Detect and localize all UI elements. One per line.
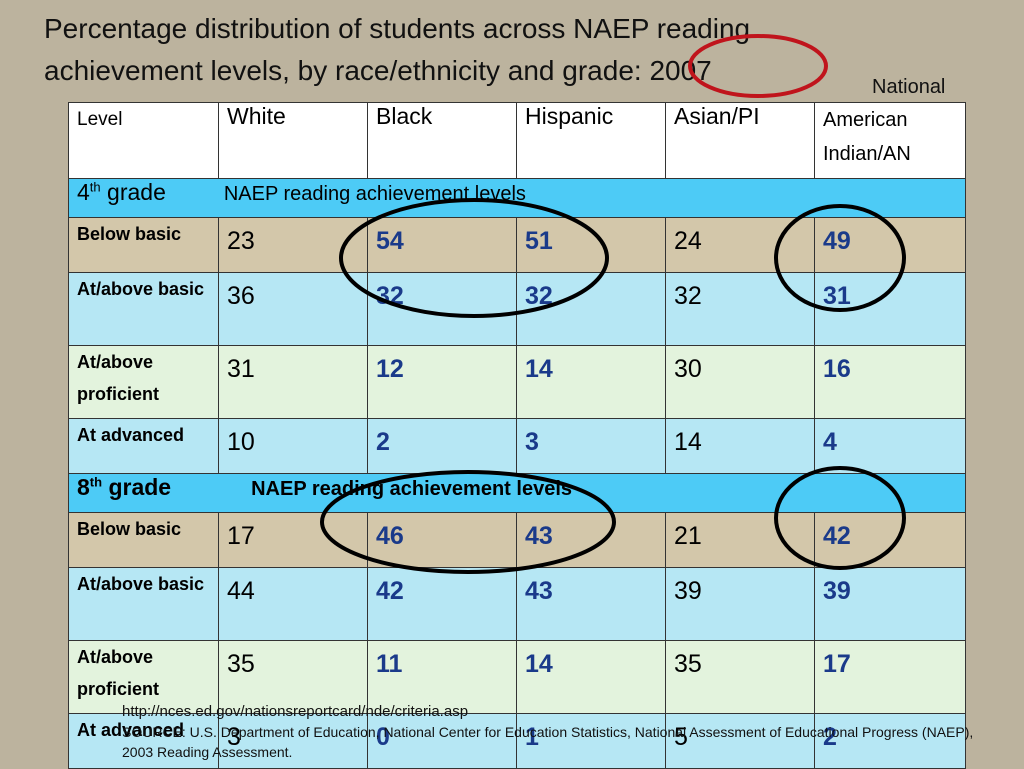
national-label: National bbox=[872, 76, 946, 98]
grade8-cell-hispanic: 43 bbox=[516, 567, 666, 641]
footer: http://nces.ed.gov/nationsreportcard/nde… bbox=[122, 702, 982, 762]
level-label: At/above proficient bbox=[68, 345, 219, 419]
grade8-row-2: At/above proficient 35 11 14 35 17 bbox=[68, 640, 966, 714]
grade8-label: 8th grade bbox=[77, 474, 172, 501]
header-row: Level White Black Hispanic Asian/PI Amer… bbox=[68, 102, 966, 179]
grade4-cell-black: 54 bbox=[367, 217, 517, 273]
grade8-heading: 8th grade NAEP reading achievement levels bbox=[68, 473, 966, 513]
grade8-cell-black: 46 bbox=[367, 512, 517, 568]
grade8-row: 8th grade NAEP reading achievement levels bbox=[68, 473, 966, 513]
level-label: Below basic bbox=[68, 217, 219, 273]
grade4-cell-asian-pi: 30 bbox=[665, 345, 815, 419]
level-label: At/above basic bbox=[68, 567, 219, 641]
grade8-cell-hispanic: 14 bbox=[516, 640, 666, 714]
level-label: At advanced bbox=[68, 713, 219, 769]
grade8-sublabel: NAEP reading achievement levels bbox=[251, 478, 572, 500]
header-level: Level bbox=[68, 102, 219, 179]
header-ai-line-1: American bbox=[823, 109, 908, 131]
level-label: At/above proficient bbox=[68, 640, 219, 714]
grade4-cell-white: 36 bbox=[218, 272, 368, 346]
grade4-cell-white: 23 bbox=[218, 217, 368, 273]
grade4-row-2: At/above proficient 31 12 14 30 16 bbox=[68, 345, 966, 419]
grade8-cell-white: 35 bbox=[218, 640, 368, 714]
grade8-cell-american-indian: 42 bbox=[814, 512, 966, 568]
grade4-cell-american-indian: 16 bbox=[814, 345, 966, 419]
grade4-cell-black: 32 bbox=[367, 272, 517, 346]
level-label: At advanced bbox=[68, 418, 219, 474]
header-ai-line-2: Indian/AN bbox=[823, 143, 911, 165]
header-hispanic: Hispanic bbox=[516, 102, 666, 179]
grade8-cell-white: 17 bbox=[218, 512, 368, 568]
header-asian-pi: Asian/PI bbox=[665, 102, 815, 179]
grade4-row-3: At advanced 10 2 3 14 4 bbox=[68, 418, 966, 474]
grade8-cell-hispanic: 43 bbox=[516, 512, 666, 568]
achievement-table: Level White Black Hispanic Asian/PI Amer… bbox=[68, 102, 966, 769]
grade8-cell-asian-pi: 39 bbox=[665, 567, 815, 641]
source-url[interactable]: http://nces.ed.gov/nationsreportcard/nde… bbox=[122, 703, 469, 720]
grade8-cell-black: 11 bbox=[367, 640, 517, 714]
grade4-cell-black: 12 bbox=[367, 345, 517, 419]
grade4-cell-asian-pi: 14 bbox=[665, 418, 815, 474]
grade8-cell-american-indian: 2 bbox=[814, 713, 966, 769]
grade8-row-3: At advanced 3 0 1 5 2 bbox=[68, 713, 966, 769]
title-line-2: achievement levels, by race/ethnicity an… bbox=[44, 55, 712, 86]
grade8-cell-white: 44 bbox=[218, 567, 368, 641]
grade4-cell-hispanic: 3 bbox=[516, 418, 666, 474]
grade4-row: 4th grade NAEP reading achievement levels bbox=[68, 178, 966, 218]
header-american-indian: American Indian/AN bbox=[814, 102, 966, 179]
grade4-cell-hispanic: 51 bbox=[516, 217, 666, 273]
grade8-row-0: Below basic 17 46 43 21 42 bbox=[68, 512, 966, 568]
grade4-cell-asian-pi: 24 bbox=[665, 217, 815, 273]
source-citation: SOURCE: U.S. Department of Education, Na… bbox=[122, 724, 974, 760]
grade8-row-1: At/above basic 44 42 43 39 39 bbox=[68, 567, 966, 641]
grade4-cell-hispanic: 14 bbox=[516, 345, 666, 419]
grade8-cell-white: 3 bbox=[218, 713, 368, 769]
slide-title: Percentage distribution of students acro… bbox=[44, 8, 944, 92]
grade4-cell-asian-pi: 32 bbox=[665, 272, 815, 346]
grade8-cell-asian-pi: 5 bbox=[665, 713, 815, 769]
level-label: At/above basic bbox=[68, 272, 219, 346]
level-label: Below basic bbox=[68, 512, 219, 568]
grade8-cell-black: 42 bbox=[367, 567, 517, 641]
grade8-cell-american-indian: 39 bbox=[814, 567, 966, 641]
grade8-cell-american-indian: 17 bbox=[814, 640, 966, 714]
grade4-row-1: At/above basic 36 32 32 32 31 bbox=[68, 272, 966, 346]
grade8-cell-asian-pi: 35 bbox=[665, 640, 815, 714]
grade4-cell-american-indian: 31 bbox=[814, 272, 966, 346]
grade8-cell-hispanic: 1 bbox=[516, 713, 666, 769]
grade4-heading: 4th grade NAEP reading achievement levels bbox=[68, 178, 966, 218]
title-line-1: Percentage distribution of students acro… bbox=[44, 13, 751, 44]
grade4-cell-white: 10 bbox=[218, 418, 368, 474]
grade8-cell-asian-pi: 21 bbox=[665, 512, 815, 568]
grade4-cell-black: 2 bbox=[367, 418, 517, 474]
grade4-cell-american-indian: 49 bbox=[814, 217, 966, 273]
grade4-cell-american-indian: 4 bbox=[814, 418, 966, 474]
grade4-cell-hispanic: 32 bbox=[516, 272, 666, 346]
header-black: Black bbox=[367, 102, 517, 179]
grade4-cell-white: 31 bbox=[218, 345, 368, 419]
grade4-sublabel: NAEP reading achievement levels bbox=[223, 183, 526, 205]
header-white: White bbox=[218, 102, 368, 179]
grade4-label: 4th grade bbox=[77, 179, 166, 206]
grade4-row-0: Below basic 23 54 51 24 49 bbox=[68, 217, 966, 273]
